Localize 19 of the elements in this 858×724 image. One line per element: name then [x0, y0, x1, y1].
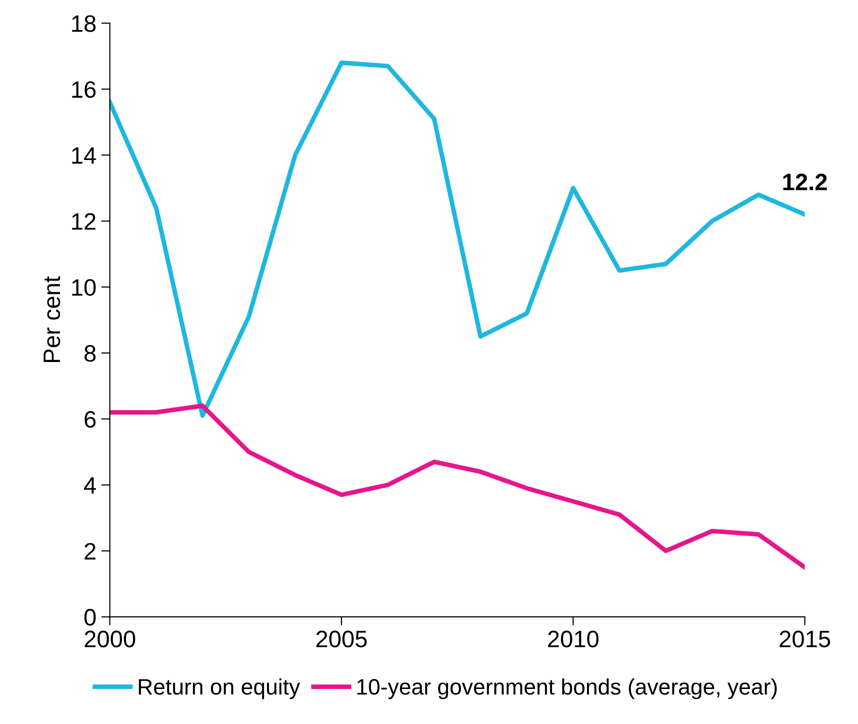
x-tick-label: 2005 [316, 630, 367, 648]
x-tick-label: 2015 [780, 630, 830, 648]
legend-label: 10-year government bonds (average, year) [357, 678, 777, 700]
y-tick-label: 6 [84, 411, 96, 428]
annotation: 12.2 [783, 174, 827, 190]
y-tick-label: 18 [72, 15, 96, 32]
y-tick-label: 10 [72, 279, 96, 296]
y-tick-label: 8 [84, 345, 96, 362]
x-tick-label: 2000 [84, 630, 136, 648]
y-tick-label: 2 [84, 542, 96, 560]
y-tick-label: 16 [72, 81, 96, 98]
y-tick-label: 14 [72, 147, 96, 164]
y-tick-label: 12 [72, 213, 96, 230]
x-tick-label: 2010 [548, 630, 598, 648]
line-series [110, 404, 805, 570]
y-axis-title: Per cent [44, 276, 60, 362]
y-tick-label: 4 [84, 477, 96, 494]
legend-label: Return on equity [138, 678, 300, 700]
y-tick-label: 0 [84, 608, 96, 626]
